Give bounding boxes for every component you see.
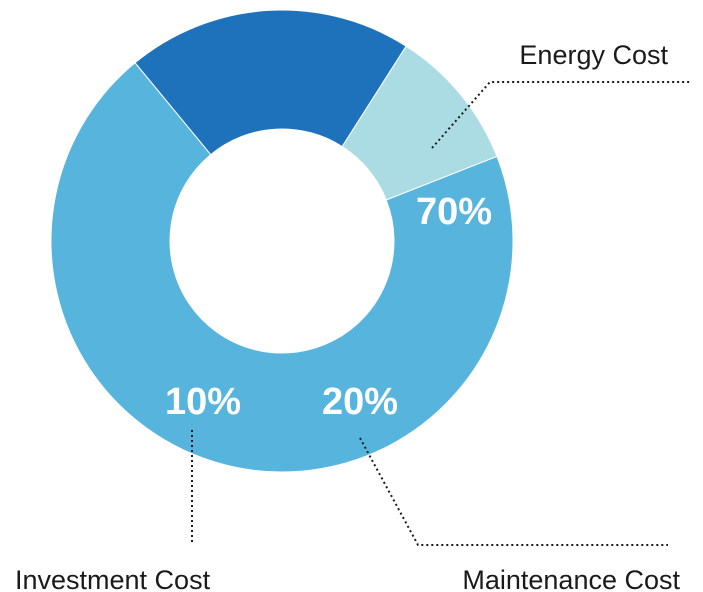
leader-lines [191, 81, 692, 546]
slice-value-label-energy: 70% [416, 191, 492, 233]
donut-slice-maintenance [134, 9, 407, 156]
callout-label-energy: Energy Cost [519, 40, 668, 70]
slices-layer [50, 9, 514, 473]
labels-layer: 70% 20% 10% Energy Cost Maintenance Cost… [15, 40, 680, 592]
callout-label-investment: Investment Cost [15, 565, 211, 592]
slice-value-label-maintenance: 20% [322, 381, 398, 423]
donut-slice-energy [50, 62, 514, 473]
callout-label-maintenance: Maintenance Cost [462, 565, 680, 592]
slice-value-label-investment: 10% [165, 381, 241, 423]
leader-line-maintenance [359, 437, 668, 546]
donut-slice-investment [341, 45, 498, 201]
